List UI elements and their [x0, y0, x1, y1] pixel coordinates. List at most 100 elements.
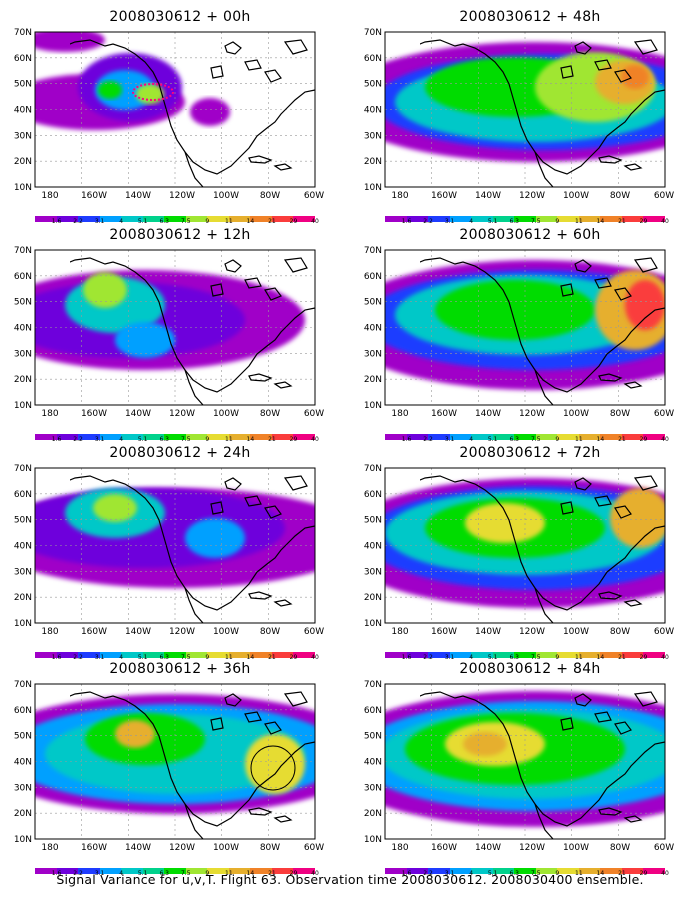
longitude-label: 100W — [563, 409, 589, 419]
colorbar-label: 5.1 — [137, 218, 148, 225]
colorbar-label: 29 — [639, 654, 648, 661]
colorbar-label: 40 — [661, 436, 669, 443]
latitude-label: 50N — [14, 516, 32, 526]
latitude-label: 30N — [364, 131, 382, 141]
colorbar-label: 6.3 — [159, 218, 169, 225]
colorbar-labels: 1.6 2.2 3.1 4 5.1 6.3 7.5 9 11 14 21 29 40 — [385, 654, 669, 664]
longitude-label: 160W — [431, 409, 457, 419]
latitude-label: 60N — [364, 706, 382, 716]
colorbar-swatch — [428, 434, 450, 440]
colorbar-swatch — [514, 434, 536, 440]
map-frame — [384, 467, 666, 624]
colorbar-label: 5.1 — [137, 436, 148, 443]
variance-field — [35, 694, 315, 814]
variance-contour — [465, 503, 545, 543]
colorbar-label: 3.1 — [94, 870, 105, 877]
colorbar — [35, 868, 315, 874]
colorbar-label: 29 — [289, 654, 298, 661]
longitude-label: 80W — [260, 843, 280, 853]
colorbar-label: 29 — [639, 870, 648, 877]
coastline — [70, 257, 316, 406]
latitude-label: 10N — [14, 401, 32, 411]
colorbar-label: 7.5 — [180, 218, 191, 225]
latitude-label: 30N — [14, 131, 32, 141]
colorbar-label: 2.2 — [423, 654, 433, 661]
colorbar-label: 3.1 — [94, 654, 105, 661]
colorbar-swatch — [535, 434, 558, 440]
colorbar-label: 21 — [268, 870, 276, 877]
latitude-label: 30N — [364, 567, 382, 577]
colorbar-label: 5.1 — [487, 654, 498, 661]
map-frame — [384, 31, 666, 188]
latitude-label: 10N — [364, 401, 382, 411]
latitude-label: 40N — [364, 324, 382, 334]
variance-field — [35, 270, 305, 370]
colorbar-swatch — [293, 868, 315, 874]
colorbar-swatch — [35, 216, 57, 222]
variance-field — [35, 488, 315, 588]
latitude-label: 20N — [364, 809, 382, 819]
colorbar-label: 2.2 — [73, 654, 83, 661]
colorbar-label: 5.1 — [487, 218, 498, 225]
colorbar-swatch — [250, 868, 272, 874]
colorbar-label: 14 — [246, 436, 255, 443]
colorbar-label: 9 — [205, 436, 210, 443]
variance-map: 70N 60N 50N 40N 30N 20N 10N 180 160W 140W 120W 100W… — [14, 28, 324, 201]
colorbar — [385, 652, 665, 658]
variance-map: 70N 60N 50N 40N 30N 20N 10N 180 160W 140W 120W 100W… — [364, 464, 674, 637]
colorbar-swatch — [643, 216, 665, 222]
colorbar-label: 21 — [268, 436, 276, 443]
colorbar-swatch — [385, 216, 407, 222]
colorbar-swatch — [578, 652, 601, 658]
latitude-label: 60N — [14, 54, 32, 64]
latitude-label: 20N — [364, 375, 382, 385]
map-gridlines — [35, 684, 315, 839]
colorbar-label: 2.2 — [73, 870, 83, 877]
colorbar-swatch — [406, 652, 429, 658]
colorbar-swatch — [185, 434, 208, 440]
colorbar-swatch — [56, 652, 79, 658]
colorbar-swatch — [449, 434, 472, 440]
colorbar-label: 29 — [289, 870, 298, 877]
map-frame — [34, 249, 316, 406]
colorbar-swatch — [578, 216, 601, 222]
latitude-label: 70N — [14, 246, 32, 256]
flight-track — [132, 83, 174, 101]
latitude-label: 50N — [14, 298, 32, 308]
latitude-label: 70N — [364, 680, 382, 690]
longitude-label: 120W — [169, 191, 195, 201]
coastline — [420, 691, 666, 840]
verification-region — [250, 745, 296, 791]
colorbar-label: 6.3 — [509, 218, 519, 225]
colorbar-label: 40 — [311, 218, 319, 225]
colorbar-label: 9 — [205, 654, 210, 661]
longitude-label: 160W — [431, 843, 457, 853]
latitude-label: 60N — [364, 54, 382, 64]
colorbar-swatch — [514, 216, 536, 222]
colorbar-label: 21 — [618, 436, 626, 443]
colorbar-label: 7.5 — [180, 870, 191, 877]
colorbar-swatch — [535, 216, 558, 222]
colorbar-label: 4 — [119, 654, 124, 661]
colorbar-swatch — [600, 434, 622, 440]
variance-map: 70N 60N 50N 40N 30N 20N 10N 180 160W 140W 120W 100W… — [364, 246, 674, 419]
panel-title: 2008030612 + 12h — [109, 227, 251, 243]
colorbar-swatch — [228, 868, 251, 874]
latitude-label: 10N — [364, 183, 382, 193]
colorbar-label: 1.6 — [401, 870, 412, 877]
colorbar-swatch — [406, 434, 429, 440]
map-frame — [34, 467, 316, 624]
colorbar-label: 1.6 — [51, 870, 62, 877]
variance-contour — [115, 322, 175, 358]
map-panel: 2008030612 + 00h 70N 60N 50N 40N 30N 20N 10N 180… — [0, 8, 340, 225]
colorbar-labels: 1.6 2.2 3.1 4 5.1 6.3 7.5 9 11 14 21 29 40 — [35, 218, 319, 228]
colorbar-swatch — [121, 652, 143, 658]
colorbar-label: 7.5 — [530, 436, 541, 443]
latitude-label: 20N — [364, 157, 382, 167]
colorbar-swatch — [142, 434, 165, 440]
colorbar-label: 3.1 — [444, 436, 455, 443]
variance-map: 70N 60N 50N 40N 30N 20N 10N 180 160W 140W 120W 100W… — [364, 680, 674, 853]
colorbar-swatch — [535, 868, 558, 874]
colorbar — [385, 434, 665, 440]
coastline — [70, 691, 316, 840]
